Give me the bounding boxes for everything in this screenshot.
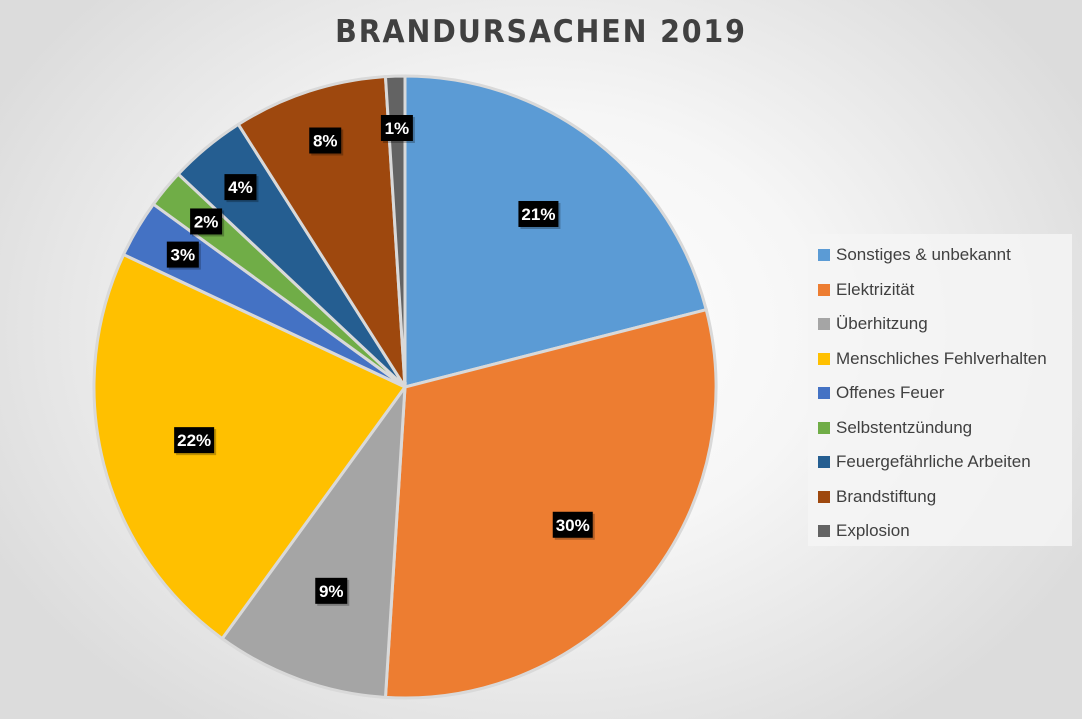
data-label: 30% (552, 511, 595, 540)
legend-item: Sonstiges & unbekannt (818, 238, 1072, 273)
legend: Sonstiges & unbekannt Elektrizität Überhit… (808, 234, 1072, 546)
legend-item: Explosion (818, 514, 1072, 549)
legend-label: Elektrizität (836, 279, 915, 299)
legend-swatch (818, 318, 830, 331)
legend-label: Überhitzung (836, 314, 928, 334)
svg-text:21%: 21% (521, 205, 555, 224)
legend-label: Brandstiftung (836, 486, 937, 506)
legend-label: Explosion (836, 521, 910, 541)
svg-text:1%: 1% (385, 119, 410, 138)
legend-swatch (818, 525, 830, 538)
svg-text:2%: 2% (194, 212, 219, 231)
legend-item: Selbstentzündung (818, 411, 1072, 446)
legend-label: Selbstentzündung (836, 417, 973, 437)
legend-swatch (818, 249, 830, 262)
data-label: 3% (166, 241, 201, 270)
legend-label: Sonstiges & unbekannt (836, 245, 1011, 265)
legend-item: Feuergefährliche Arbeiten (818, 445, 1072, 480)
legend-item: Menschliches Fehlverhalten (818, 342, 1072, 377)
legend-swatch (818, 456, 830, 469)
data-label: 2% (190, 208, 225, 237)
pie-slice (403, 74, 709, 389)
svg-text:9%: 9% (319, 582, 344, 601)
legend-item: Offenes Feuer (818, 376, 1072, 411)
pie-slice (383, 74, 407, 388)
pie-slice (236, 75, 407, 388)
data-label: 1% (380, 114, 415, 143)
svg-text:3%: 3% (171, 246, 196, 265)
data-label: 22% (174, 427, 217, 456)
legend-label: Offenes Feuer (836, 383, 945, 403)
svg-text:22%: 22% (177, 431, 211, 450)
pie-slice (220, 381, 407, 699)
legend-label: Feuergefährliche Arbeiten (836, 452, 1031, 472)
data-label: 9% (315, 577, 350, 606)
svg-text:4%: 4% (228, 178, 253, 197)
data-label: 4% (224, 174, 259, 203)
pie-slice (383, 307, 718, 700)
chart-title: BRANDURSACHEN 2019 (335, 14, 747, 50)
legend-item: Überhitzung (818, 307, 1072, 342)
legend-swatch (818, 421, 830, 434)
legend-label: Menschliches Fehlverhalten (836, 348, 1047, 368)
data-label: 21% (518, 200, 561, 229)
legend-swatch (818, 387, 830, 400)
legend-item: Brandstiftung (818, 480, 1072, 515)
svg-text:8%: 8% (313, 132, 338, 151)
data-label: 8% (309, 127, 344, 156)
legend-swatch (818, 352, 830, 365)
legend-swatch (818, 490, 830, 503)
svg-text:30%: 30% (556, 516, 590, 535)
legend-item: Elektrizität (818, 273, 1072, 308)
legend-swatch (818, 283, 830, 296)
